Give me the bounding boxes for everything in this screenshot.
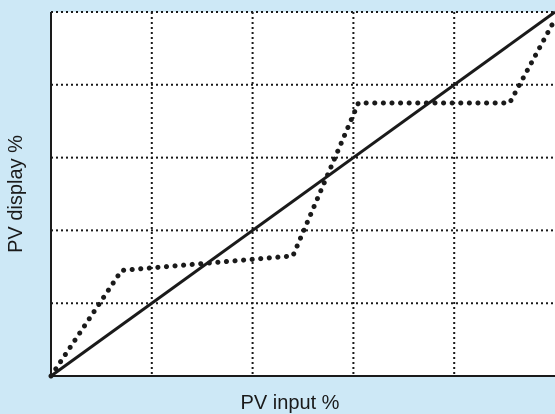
axes: [50, 12, 555, 377]
linear-reference-line: [50, 10, 555, 378]
x-axis-label: PV input %: [241, 392, 340, 414]
grid-lines: [51, 11, 555, 376]
series-lines: [48, 10, 555, 379]
y-axis-label: PV display %: [5, 135, 27, 253]
